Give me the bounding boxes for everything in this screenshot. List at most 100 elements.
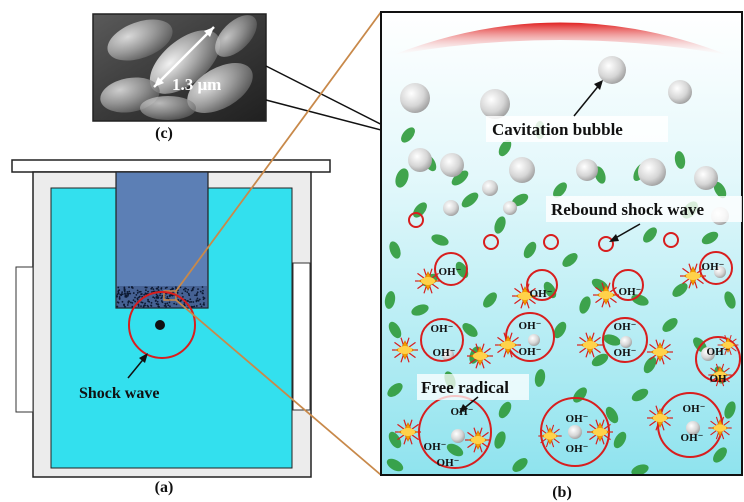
probe-particle	[136, 292, 139, 294]
probe-particle	[182, 288, 185, 291]
probe-particle	[198, 298, 201, 301]
burst-spike	[722, 420, 730, 427]
probe-particle	[199, 290, 202, 293]
bacterium	[591, 353, 609, 367]
radical-symbol: OH⁻	[707, 346, 730, 358]
cavitation-bubble	[638, 158, 666, 186]
burst-spike	[394, 341, 403, 349]
sem-cell	[149, 30, 221, 94]
cavitation-bubble	[408, 148, 432, 172]
probe-particle	[150, 304, 152, 307]
probe-particle	[138, 290, 141, 293]
probe-particle	[171, 288, 173, 291]
probe-particle	[153, 297, 156, 299]
burst-spike	[497, 336, 506, 344]
caption-b: (b)	[552, 484, 572, 501]
burst-spike	[662, 343, 671, 351]
probe-particle	[135, 293, 138, 296]
probe-particle	[171, 294, 174, 297]
bacterium	[713, 447, 727, 463]
shock-ring	[699, 251, 733, 285]
radical-burst	[593, 282, 619, 308]
shock-wave-arrowhead	[139, 353, 148, 363]
radical-burst	[647, 405, 673, 431]
radical-symbol: OH⁻	[619, 286, 642, 298]
probe-particle	[152, 288, 155, 291]
rebound-arrowhead	[609, 234, 619, 242]
burst-spike	[589, 423, 598, 431]
burst-spike	[430, 272, 439, 280]
probe-particle	[184, 290, 187, 293]
cavitation-bubble	[620, 336, 632, 348]
shock-ring	[483, 234, 499, 250]
probe-particle	[165, 305, 167, 308]
burst-glow	[722, 341, 734, 349]
probe-particle	[173, 302, 176, 305]
probe-particle	[124, 305, 126, 308]
burst-spike	[722, 429, 730, 436]
burst-spike	[710, 429, 718, 436]
bacterium	[603, 334, 621, 346]
probe-particle	[196, 292, 198, 295]
probe-particle	[179, 299, 182, 302]
probe-particle	[132, 292, 135, 294]
probe-particle	[116, 305, 119, 308]
cavitation-bubble	[509, 157, 535, 183]
probe-particle	[183, 303, 186, 306]
bacterium	[494, 216, 506, 234]
rebound-shock-wave-label: Rebound shock wave	[551, 200, 704, 219]
probe-particle	[188, 301, 191, 303]
burst-spike	[662, 409, 671, 417]
burst-spike	[662, 419, 671, 427]
probe-particle	[154, 300, 157, 302]
bacterium	[724, 291, 736, 309]
bath-handle-left	[15, 266, 34, 413]
probe-particle	[147, 305, 150, 308]
probe-particle	[194, 294, 196, 297]
cavitation-bubble	[686, 421, 700, 435]
probe-particle	[117, 301, 120, 304]
probe-particle	[155, 293, 158, 296]
radical-burst	[587, 419, 613, 445]
radical-symbol: OH⁻	[424, 441, 447, 453]
cavitation-bubble	[482, 180, 498, 196]
shock-wave-label: Shock wave	[79, 385, 159, 402]
burst-glow	[473, 352, 487, 360]
scale-arrowhead	[154, 77, 164, 87]
radical-burst	[708, 363, 732, 387]
radical-symbol: OH⁻	[566, 413, 589, 425]
burst-spike	[608, 296, 617, 304]
probe-particle	[160, 287, 163, 290]
sem-cell	[107, 19, 173, 61]
shock-ring	[612, 269, 644, 301]
sem-cell	[187, 63, 253, 113]
radical-symbol: OH⁻	[614, 347, 637, 359]
burst-glow	[599, 291, 613, 299]
bacterium	[462, 323, 478, 337]
burst-spike	[469, 357, 478, 365]
probe-particle	[139, 290, 142, 293]
burst-spike	[592, 346, 601, 354]
bacterium	[498, 139, 512, 157]
bacterium	[631, 464, 649, 475]
probe-particle	[144, 304, 146, 307]
burst-spike	[649, 419, 658, 427]
radical-burst	[465, 427, 491, 453]
burst-spike	[469, 347, 478, 355]
probe-particle	[197, 299, 200, 302]
probe-particle	[126, 290, 129, 293]
burst-spike	[430, 282, 439, 290]
scale-arrow	[153, 26, 215, 88]
burst-layer	[392, 263, 739, 453]
probe-particle	[146, 292, 148, 295]
radical-burst	[392, 337, 418, 363]
burst-spike	[730, 346, 737, 352]
burst-spike	[649, 343, 658, 351]
probe-particle	[137, 305, 140, 307]
burst-glow	[401, 428, 415, 436]
zoom-leader-top	[175, 11, 382, 292]
radical-symbol: OH⁻	[566, 443, 589, 455]
burst-spike	[467, 431, 476, 439]
probe-particle	[129, 292, 132, 295]
